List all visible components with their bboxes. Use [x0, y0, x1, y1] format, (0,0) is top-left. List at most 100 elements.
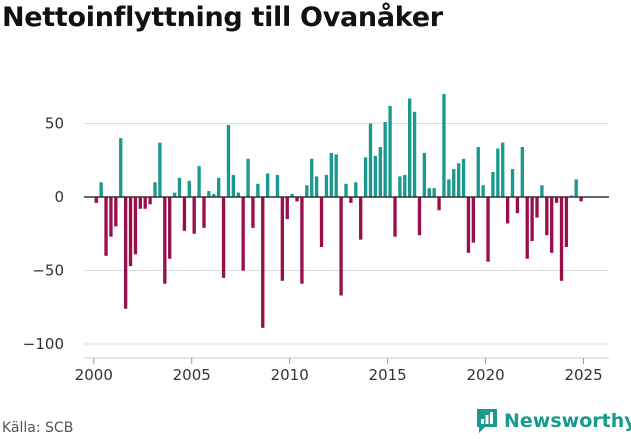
bar	[314, 176, 319, 197]
bar	[207, 191, 211, 197]
bar	[158, 142, 162, 197]
bar	[334, 154, 338, 197]
bar	[417, 197, 422, 236]
bar	[261, 197, 265, 328]
bar	[363, 157, 368, 197]
bar	[554, 197, 559, 203]
bar	[515, 197, 520, 214]
brand-logo: Newsworthy	[476, 408, 631, 434]
bar	[354, 182, 358, 197]
bar	[574, 179, 578, 197]
bar	[452, 169, 456, 197]
bar	[510, 169, 515, 197]
bar	[99, 182, 103, 197]
bar	[114, 197, 118, 227]
bar	[486, 197, 490, 262]
bar	[545, 197, 549, 236]
bar	[437, 197, 441, 211]
bar	[119, 138, 123, 197]
bar	[192, 197, 196, 234]
bar	[398, 176, 402, 197]
bar	[109, 197, 113, 237]
bar	[172, 192, 177, 197]
bar	[251, 197, 255, 228]
bar	[143, 197, 147, 209]
bar	[231, 174, 236, 197]
x-tick-label: 2000	[75, 366, 113, 384]
axes: 50 0 −50 −100 2000 2005 2010 2015 2020 2025	[23, 115, 609, 384]
bar	[295, 197, 299, 202]
bar	[427, 188, 431, 197]
bar	[285, 197, 289, 220]
bar	[339, 197, 343, 296]
bar	[280, 197, 285, 281]
bar	[496, 148, 500, 197]
y-tick-label: −50	[32, 262, 64, 280]
bar	[197, 166, 201, 197]
x-tick-label: 2015	[369, 366, 407, 384]
bar	[324, 174, 329, 197]
bar	[432, 188, 436, 197]
bar	[300, 197, 304, 284]
bar	[94, 197, 98, 203]
bar	[236, 192, 240, 197]
bar	[329, 152, 333, 197]
bar	[388, 105, 392, 197]
bar	[559, 197, 564, 281]
bar	[148, 197, 152, 205]
bars	[94, 94, 583, 328]
newsworthy-logo-icon	[477, 409, 497, 433]
bar	[217, 177, 221, 197]
bar	[442, 94, 446, 197]
y-tick-label: −100	[23, 335, 64, 353]
bar	[202, 197, 206, 228]
bar	[368, 123, 373, 197]
x-tick-label: 2020	[466, 366, 504, 384]
bar	[373, 155, 378, 197]
bar	[182, 197, 187, 231]
bar	[344, 183, 348, 197]
bar	[447, 179, 451, 197]
bar	[505, 197, 510, 224]
bar	[564, 197, 569, 247]
bar	[256, 183, 260, 197]
bar	[349, 197, 353, 203]
bar	[476, 147, 480, 197]
bar	[540, 185, 544, 197]
bar-chart: 50 0 −50 −100 2000 2005 2010 2015 2020 2025	[23, 94, 609, 384]
bar	[319, 197, 324, 247]
y-tick-label: 0	[54, 188, 64, 206]
bar	[226, 124, 231, 197]
bar	[520, 147, 524, 197]
bar	[481, 185, 485, 197]
bar	[579, 197, 583, 202]
bar	[471, 197, 476, 243]
bar	[310, 158, 314, 197]
bar	[246, 158, 250, 197]
bar	[265, 173, 270, 197]
bar	[104, 197, 108, 256]
chart-title: Nettoinflyttning till Ovanåker	[2, 2, 443, 33]
x-tick-label: 2010	[271, 366, 309, 384]
bar	[359, 197, 363, 240]
bar	[408, 98, 412, 197]
bar	[212, 194, 216, 197]
bar	[422, 152, 427, 197]
bar	[138, 197, 142, 209]
bar	[530, 197, 534, 242]
bar	[393, 197, 397, 237]
bar	[133, 197, 138, 255]
bar	[550, 197, 554, 253]
bar	[525, 197, 529, 259]
bar	[290, 194, 294, 197]
bar	[275, 174, 280, 197]
gridlines	[84, 123, 609, 345]
bar	[305, 185, 309, 197]
bar	[461, 158, 466, 197]
x-tick-label: 2025	[564, 366, 602, 384]
bar	[456, 163, 461, 197]
bar	[378, 147, 382, 197]
bar	[128, 197, 133, 267]
bar	[177, 177, 182, 197]
bar	[383, 122, 387, 197]
